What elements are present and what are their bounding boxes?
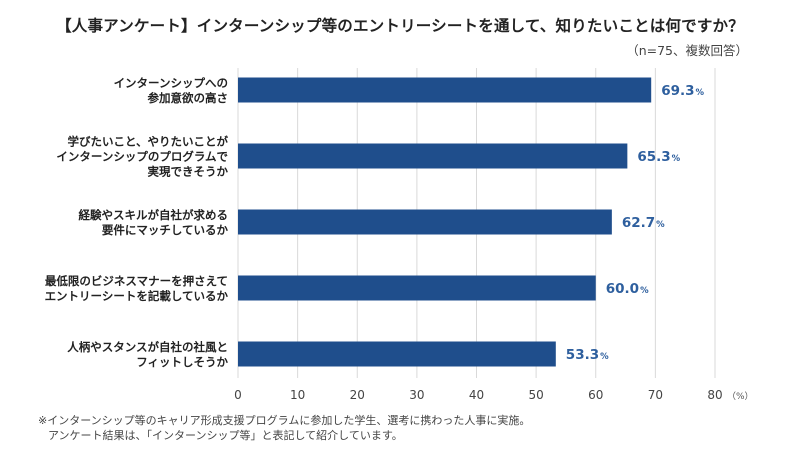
bar (238, 77, 652, 103)
data-label-value: 62.7 (622, 215, 655, 231)
category-label-line: 要件にマッチしているか (102, 223, 229, 237)
category-label-line: 学びたいこと、やりたいことが (67, 135, 228, 149)
x-tick-label: 40 (469, 388, 484, 402)
category-label-line: インターンシップのプログラムで (56, 150, 228, 164)
x-tick-labels: 0 10 20 30 40 50 60 70 80 （%） (234, 388, 753, 402)
data-label: 62.7% (622, 215, 665, 231)
data-label-value: 65.3 (637, 149, 670, 165)
bar (238, 143, 628, 169)
data-label-value: 60.0 (606, 281, 639, 297)
data-label-unit: % (640, 286, 649, 296)
bar (238, 275, 596, 301)
x-tick-label: 0 (234, 388, 242, 402)
footnote-line: アンケート結果は、「インターンシップ等」と表記して紹介しています。 (48, 429, 403, 442)
bars (238, 77, 652, 367)
x-tick-label: 60 (588, 388, 603, 402)
category-label: 学びたいこと、やりたいことがインターンシップのプログラムで実現できそうか (56, 135, 228, 179)
bar (238, 341, 556, 367)
x-tick-label: 50 (528, 388, 543, 402)
data-label-unit: % (600, 352, 609, 362)
category-label-line: 人柄やスタンスが自社の社風と (67, 340, 228, 354)
data-label-value: 69.3 (661, 83, 694, 99)
footnote-line: ※インターンシップ等のキャリア形成支援プログラムに参加した学生、選考に携わった人… (38, 414, 531, 427)
category-label-line: 経験やスキルが自社が求める (79, 208, 229, 222)
x-tick-label: 70 (648, 388, 663, 402)
x-tick-label: 80 (707, 388, 722, 402)
data-label-unit: % (656, 220, 665, 230)
category-labels: インターンシップへの参加意欲の高さ学びたいこと、やりたいことがインターンシップの… (45, 76, 229, 369)
category-label: インターンシップへの参加意欲の高さ (114, 76, 228, 105)
data-label: 69.3% (661, 83, 704, 99)
data-label: 53.3% (566, 347, 609, 363)
category-label-line: フィットしそうか (136, 355, 228, 369)
category-label-line: エントリーシートを記載しているか (45, 289, 229, 303)
chart-subtitle: （n=75、複数回答） (626, 43, 748, 58)
category-label: 人柄やスタンスが自社の社風とフィットしそうか (67, 340, 228, 369)
category-label-line: インターンシップへの (114, 76, 228, 90)
category-label-line: 最低限のビジネスマナーを押さえて (45, 274, 228, 288)
bar (238, 209, 612, 235)
category-label-line: 実現できそうか (148, 165, 229, 179)
data-label-value: 53.3 (566, 347, 599, 363)
category-label: 最低限のビジネスマナーを押さえてエントリーシートを記載しているか (45, 274, 229, 303)
chart-title: 【人事アンケート】インターンシップ等のエントリーシートを通して、知りたいことは何… (56, 17, 744, 35)
data-label: 60.0% (606, 281, 649, 297)
data-label: 65.3% (637, 149, 680, 165)
x-tick-label: 10 (290, 388, 305, 402)
x-axis-unit: （%） (727, 391, 754, 402)
data-label-unit: % (672, 154, 681, 164)
footnote: ※インターンシップ等のキャリア形成支援プログラムに参加した学生、選考に携わった人… (38, 413, 530, 443)
data-label-unit: % (696, 88, 705, 98)
category-label: 経験やスキルが自社が求める要件にマッチしているか (79, 208, 229, 237)
value-labels: 69.3%65.3%62.7%60.0%53.3% (566, 83, 705, 363)
x-tick-label: 20 (350, 388, 365, 402)
category-label-line: 参加意欲の高さ (147, 91, 229, 105)
x-tick-label: 30 (409, 388, 424, 402)
